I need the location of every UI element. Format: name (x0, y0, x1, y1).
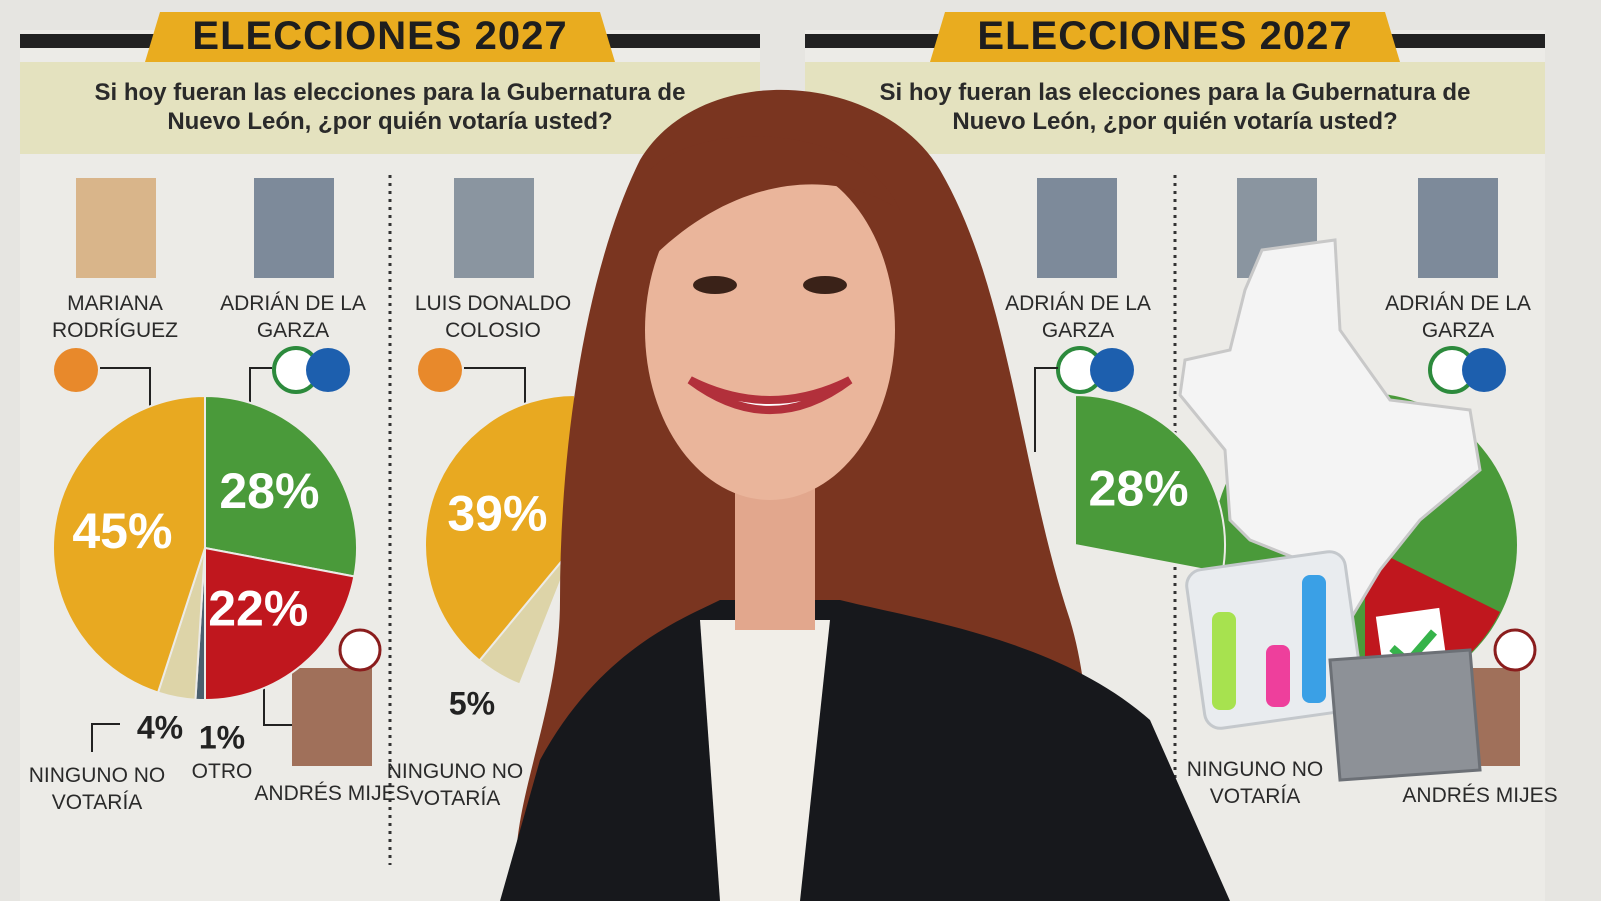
icon-bar (1266, 645, 1290, 707)
title-tab (930, 12, 1400, 62)
ballot-box (1328, 648, 1482, 782)
category-label: MARIANA RODRÍGUEZ (52, 292, 178, 342)
value-label: 45% (72, 503, 172, 559)
eye (693, 276, 737, 294)
smile (687, 376, 853, 414)
pie-slice (204, 546, 356, 702)
portrait (292, 668, 372, 766)
eye (803, 276, 847, 294)
icon-bar (1302, 575, 1326, 703)
shirt (700, 620, 830, 901)
value-label: 5% (449, 685, 495, 721)
category-label: ADRIÁN DE LA GARZA (220, 292, 366, 342)
fringe (650, 136, 900, 260)
category-label: ADRIÁN DE LA GARZA (1005, 292, 1151, 342)
category-label: ANDRÉS MIJES (1402, 784, 1558, 807)
pie-slice (52, 394, 206, 694)
jacket (500, 600, 1230, 901)
title: ELECCIONES 2027 (977, 14, 1353, 58)
title-tab (145, 12, 615, 62)
person (500, 89, 1230, 901)
logo (306, 348, 350, 392)
ballot-icon (1328, 607, 1482, 782)
logo (1493, 628, 1537, 672)
portraits (76, 178, 1520, 766)
pie-slice (1074, 393, 1226, 575)
category-label: ANDRÉS MIJES (254, 782, 410, 805)
value-label: 28% (219, 463, 319, 519)
logo (418, 348, 462, 392)
connector (1034, 367, 1058, 452)
category-label: NINGUNO NO VOTARÍA (386, 760, 524, 810)
category-label: NINGUNO NO VOTARÍA (28, 764, 166, 814)
logo (54, 348, 98, 392)
portrait (454, 178, 534, 278)
question-band (805, 62, 1545, 154)
icon-bar (1212, 612, 1236, 710)
portrait (1418, 178, 1498, 278)
chart-icon (1185, 550, 1365, 730)
title: ELECCIONES 2027 (192, 14, 568, 58)
question-band (20, 62, 760, 154)
logo (338, 628, 382, 672)
category-label: NINGUNO NO VOTARÍA (1186, 758, 1324, 808)
portrait (1037, 178, 1117, 278)
category-label: ADRIÁN DE LA GARZA (1385, 292, 1531, 342)
value-label: 39% (447, 485, 547, 541)
logo (1090, 348, 1134, 392)
party-logos (54, 346, 1537, 672)
portrait (254, 178, 334, 278)
pie-slice (204, 394, 358, 578)
value-label: 22% (208, 581, 308, 637)
connector (91, 723, 120, 752)
face (645, 160, 895, 500)
question: Si hoy fueran las elecciones para la Gub… (879, 79, 1471, 135)
logo (1462, 348, 1506, 392)
value-label: 4% (137, 709, 183, 745)
pie-slice (424, 393, 576, 662)
value-label: 1% (199, 719, 245, 755)
category-label: OTRO (191, 760, 253, 783)
portrait (76, 178, 156, 278)
category-label: LUIS DONALDO COLOSIO (414, 292, 572, 342)
value-label: 28% (1089, 461, 1189, 517)
question: Si hoy fueran las elecciones para la Gub… (94, 79, 686, 135)
